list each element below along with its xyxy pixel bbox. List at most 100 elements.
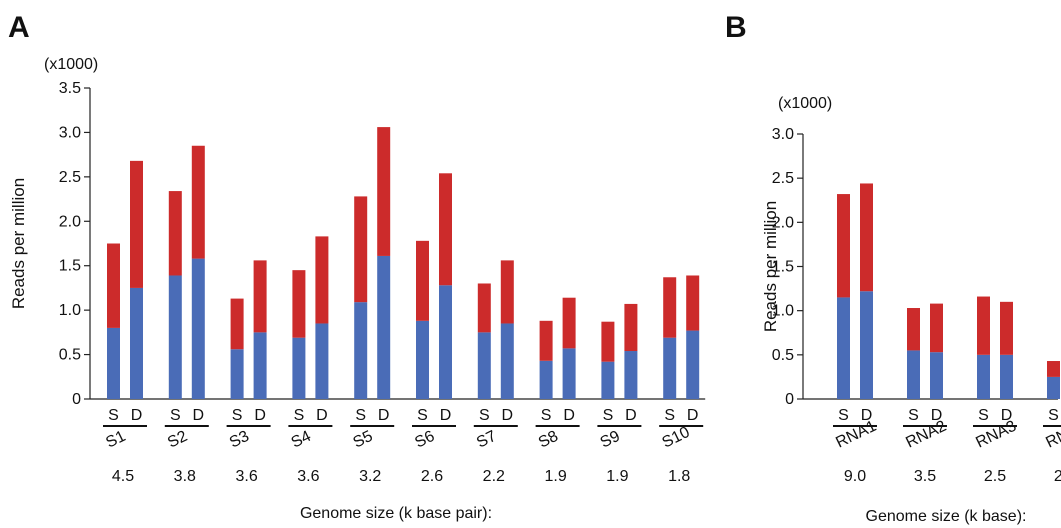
panel-a-bar-s5-d-seg1 (377, 255, 391, 399)
panel-a-subgroup-label: S (355, 407, 366, 424)
panel-a-bar-s4-s-seg1 (292, 337, 306, 399)
panel-a-bar-s9-d-seg1 (624, 351, 638, 399)
panel-a-subgroup-label: D (625, 407, 637, 424)
panel-a-y-tick-label: 2.5 (59, 169, 81, 186)
panel-a-genome-size: 3.8 (174, 468, 196, 485)
panel-a-y-multiplier: (x1000) (44, 56, 98, 73)
panel-a-category-label: S6 (412, 428, 437, 452)
panel-a-category-label: S4 (289, 428, 314, 452)
panel-a-genome-size: 3.2 (359, 468, 381, 485)
panel-a-genome-size: 3.6 (235, 468, 257, 485)
panel-a-bar-s3-s-seg1 (230, 349, 244, 399)
panel-a-bar-s5-s-seg2 (354, 196, 368, 303)
panel-a-genome-size: 2.2 (483, 468, 505, 485)
panel-a-bar-s9-s-seg2 (601, 321, 615, 362)
panel-a-bar-s1-s-seg1 (107, 327, 120, 399)
panel-b-bar-rna1-s-seg1 (837, 297, 850, 399)
panel-b-y-tick-label: 2.5 (772, 170, 794, 187)
panel-b-bar-rna1-d-seg1 (860, 291, 873, 399)
panel-b-subgroup-label: D (861, 407, 873, 424)
panel-a-category-label: S5 (351, 428, 376, 452)
panel-b-subgroup-label: S (838, 407, 849, 424)
panel-b-bar-rna3-d-seg1 (1000, 354, 1013, 399)
panel-a-bar-s2-d-seg1 (191, 258, 205, 399)
panel-b-y-tick-label: 2.0 (772, 214, 794, 231)
panel-a-y-tick-label: 0.5 (59, 347, 81, 364)
panel-a-y-tick-label: 3.0 (59, 124, 81, 141)
panel-a-genome-size: 1.9 (606, 468, 628, 485)
panel-a-bar-s5-d-seg2 (377, 127, 391, 256)
panel-a-category-label: S3 (227, 428, 252, 452)
panel-a-subgroup-label: D (254, 407, 266, 424)
panel-a-bar-s1-d-seg1 (130, 287, 143, 399)
panel-b-genome-size: 2.2 (1054, 468, 1061, 485)
panel-a-bar-s7-s-seg1 (477, 332, 491, 399)
panel-a-subgroup-label: D (502, 407, 514, 424)
panel-b-subgroup-label: S (978, 407, 989, 424)
panel-b-subgroup-label: D (931, 407, 943, 424)
panel-a-subgroup-label: S (170, 407, 181, 424)
panel-a-subgroup-label: D (193, 407, 205, 424)
panel-a-subgroup-label: S (664, 407, 675, 424)
panel-a-subgroup-label: D (316, 407, 328, 424)
panel-b-bar-rna4-s-seg2 (1047, 361, 1060, 377)
panel-a-bar-s7-d-seg1 (500, 323, 514, 399)
panel-a-bar-s8-s-seg1 (539, 360, 553, 399)
panel-a-subgroup-label: D (440, 407, 452, 424)
panel-b-subgroup-label: S (1048, 407, 1059, 424)
panel-b-y-multiplier: (x1000) (778, 95, 832, 112)
panel-b-bar-rna2-s-seg2 (907, 308, 920, 351)
panel-a-bar-s10-s-seg1 (663, 337, 677, 399)
panel-a-genome-size: 2.6 (421, 468, 443, 485)
panel-b-subgroup-label: S (908, 407, 919, 424)
panel-a-bar-s3-d-seg2 (253, 260, 267, 333)
panel-a-bar-s10-s-seg2 (663, 277, 677, 338)
panel-a-y-axis-title: Reads per million (9, 178, 28, 309)
panel-b-y-axis-title: Reads per million (761, 201, 780, 332)
panel-b-genome-size: 2.5 (984, 468, 1006, 485)
panel-a-y-tick-label: 0 (72, 391, 81, 408)
panel-a-subgroup-label: S (294, 407, 305, 424)
panel-a-category-label: S1 (103, 428, 128, 452)
panel-b-subgroup-label: D (1001, 407, 1013, 424)
panel-b-bar-rna2-d-seg2 (930, 303, 943, 353)
panel-b-y-tick-label: 1.5 (772, 259, 794, 276)
panel-a-bar-s8-d-seg2 (562, 297, 576, 349)
panel-a-bar-s10-d-seg1 (686, 330, 700, 399)
panel-a-subgroup-label: D (687, 407, 699, 424)
panel-a-bar-s10-d-seg2 (686, 275, 700, 331)
panel-b-genome-size: 9.0 (844, 468, 866, 485)
panel-b-bar-rna3-s-seg2 (977, 296, 990, 355)
panel-a-bar-s2-s-seg2 (168, 191, 182, 276)
panel-a-subgroup-label: S (417, 407, 428, 424)
panel-a-genome-size: 1.9 (544, 468, 566, 485)
panel-a-subgroup-label: D (563, 407, 575, 424)
panel-a-y-tick-label: 1.5 (59, 258, 81, 275)
panel-a-y-tick-label: 2.0 (59, 213, 81, 230)
panel-a-bar-s2-s-seg1 (168, 275, 182, 399)
panel-a-category-label: S10 (660, 424, 693, 452)
panel-b-y-tick-label: 0 (785, 391, 794, 408)
panel-a-subgroup-label: D (131, 407, 143, 424)
panel-a-genome-size: 3.6 (297, 468, 319, 485)
panel-a-bar-s6-d-seg2 (439, 173, 452, 286)
panel-b-bar-rna3-d-seg2 (1000, 301, 1013, 355)
panel-b-genome-size: 3.5 (914, 468, 936, 485)
panel-a-genome-size: 4.5 (112, 468, 134, 485)
panel-a-bar-s4-s-seg2 (292, 270, 306, 338)
panel-a-y-tick-label: 3.5 (59, 80, 81, 97)
panel-a-bar-s4-d-seg1 (315, 323, 329, 399)
panel-a-bar-s7-d-seg2 (500, 260, 514, 324)
panel-a-bar-s6-s-seg2 (416, 240, 429, 321)
panel-a-bar-s3-s-seg2 (230, 298, 244, 350)
panel-a-subgroup-label: S (479, 407, 490, 424)
panel-a-bar-s6-s-seg1 (416, 320, 429, 399)
panel-a-letter: A (8, 11, 30, 44)
panel-b-bar-rna1-d-seg2 (860, 183, 873, 292)
panel-b-bar-rna2-d-seg1 (930, 352, 943, 399)
panel-b-y-tick-label: 1.0 (772, 303, 794, 320)
panel-a-bar-s9-s-seg1 (601, 361, 615, 399)
panel-a-bar-s7-s-seg2 (477, 283, 491, 333)
panel-a-bar-s1-s-seg2 (107, 243, 120, 328)
